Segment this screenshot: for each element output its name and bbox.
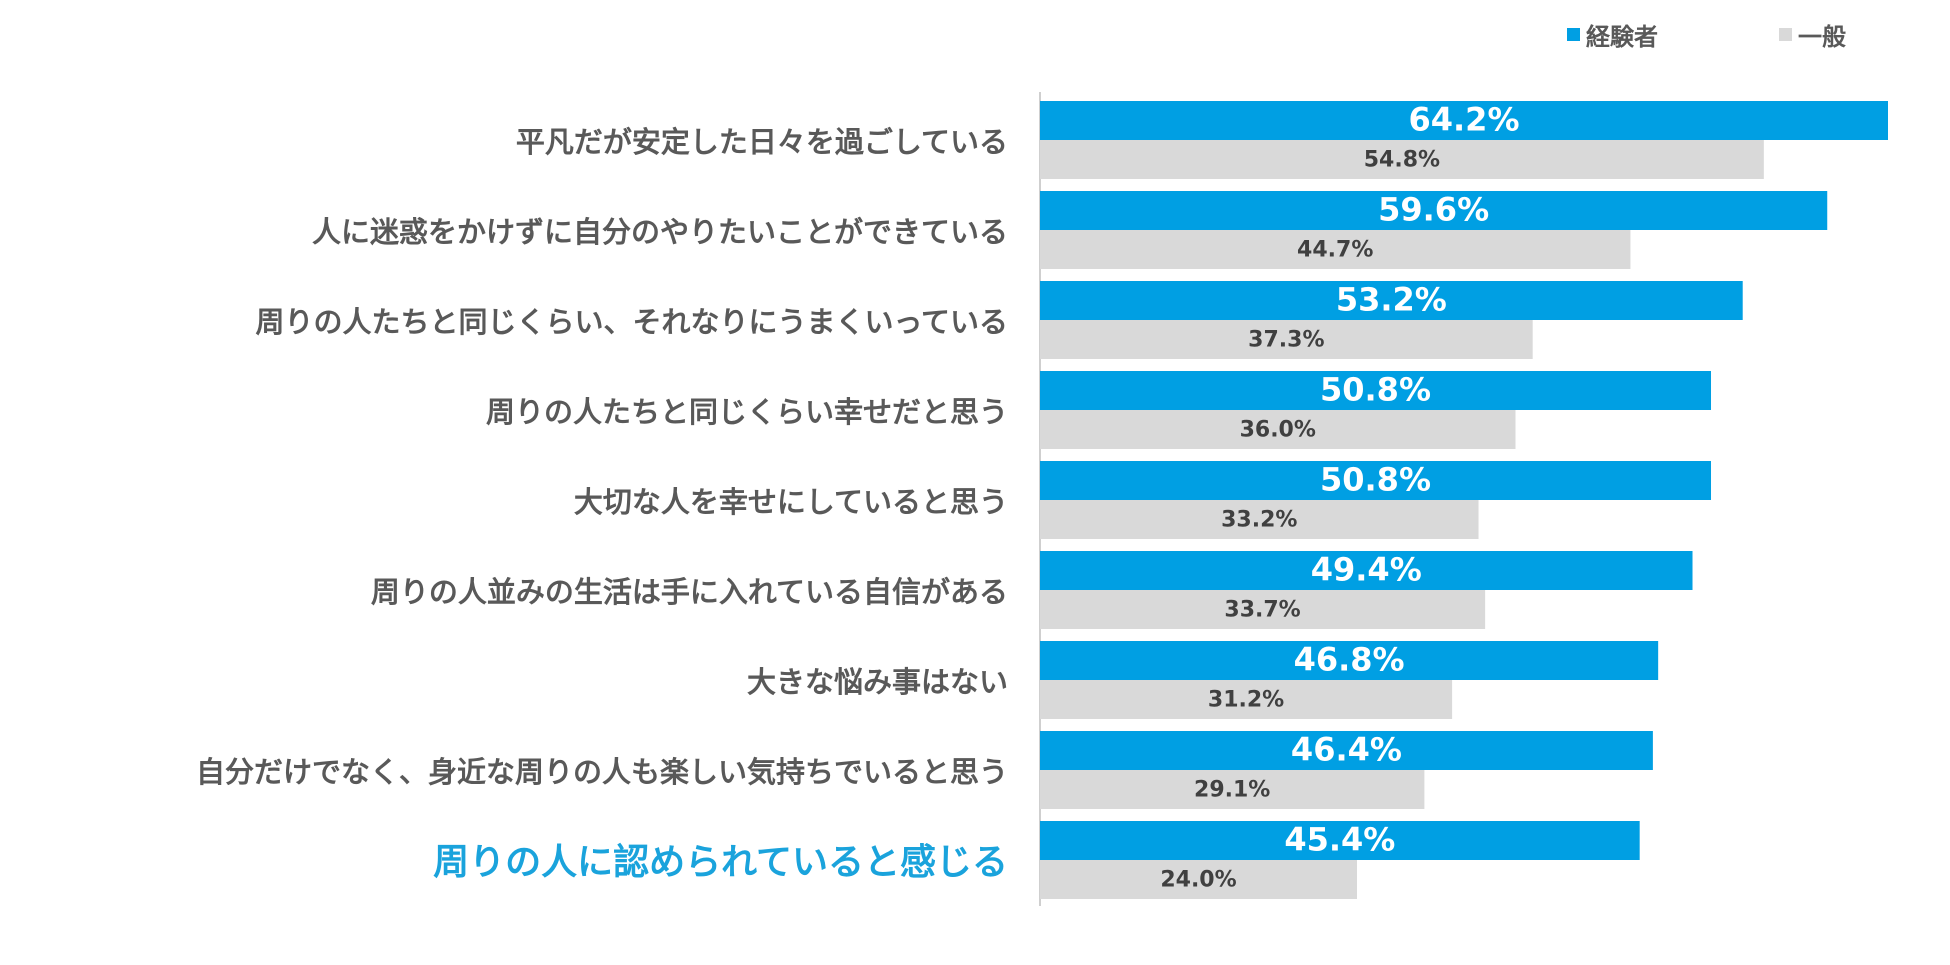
category-label: 平凡だが安定した日々を過ごしている <box>516 125 1008 159</box>
data-label-general: 44.7% <box>1297 238 1373 263</box>
data-label-experienced: 49.4% <box>1311 551 1422 589</box>
data-label-experienced: 50.8% <box>1320 461 1431 499</box>
data-label-experienced: 59.6% <box>1378 191 1489 229</box>
legend-general: 一般 <box>1779 16 1846 52</box>
legend-label-experienced: 経験者 <box>1586 22 1658 51</box>
bar-general <box>1040 320 1533 359</box>
bar-experienced <box>1040 731 1653 770</box>
data-label-general: 33.7% <box>1224 598 1300 623</box>
data-label-experienced: 46.8% <box>1294 641 1405 679</box>
bar-experienced <box>1040 821 1640 860</box>
bar-general <box>1040 500 1479 539</box>
category-label: 人に迷惑をかけずに自分のやりたいことができている <box>312 215 1008 249</box>
data-label-experienced: 46.4% <box>1291 731 1402 769</box>
category-label: 周りの人並みの生活は手に入れている自信がある <box>371 575 1008 609</box>
category-label: 大切な人を幸せにしていると思う <box>574 485 1008 519</box>
data-label-experienced: 50.8% <box>1320 371 1431 409</box>
bar-experienced <box>1040 101 1888 140</box>
bar-general <box>1040 770 1425 809</box>
legend-experienced: 経験者 <box>1567 16 1658 52</box>
category-label: 周りの人に認められていると感じる <box>433 842 1008 883</box>
data-label-experienced: 45.4% <box>1284 821 1395 859</box>
bar-experienced <box>1040 551 1693 590</box>
data-label-general: 29.1% <box>1194 778 1270 803</box>
data-label-general: 54.8% <box>1364 148 1440 173</box>
data-label-experienced: 53.2% <box>1336 281 1447 319</box>
legend-swatch-general <box>1779 27 1792 41</box>
data-label-experienced: 64.2% <box>1408 101 1519 139</box>
data-label-general: 31.2% <box>1208 688 1284 713</box>
bar-general <box>1040 230 1631 269</box>
bar-experienced <box>1040 281 1743 320</box>
category-label: 自分だけでなく、身近な周りの人も楽しい気持ちでいると思う <box>196 755 1008 789</box>
data-label-general: 37.3% <box>1248 328 1324 353</box>
bar-experienced <box>1040 461 1712 500</box>
category-label: 周りの人たちと同じくらい、それなりにうまくいっている <box>255 305 1008 339</box>
bar-general <box>1040 410 1516 449</box>
bar-general <box>1040 590 1486 629</box>
bar-experienced <box>1040 641 1659 680</box>
legend-label-general: 一般 <box>1798 22 1846 51</box>
bar-general <box>1040 680 1453 719</box>
bar-experienced <box>1040 191 1828 230</box>
bar-general <box>1040 140 1764 179</box>
category-label: 大きな悩み事はない <box>747 665 1008 699</box>
bar-general <box>1040 860 1358 899</box>
data-label-general: 36.0% <box>1240 418 1316 443</box>
legend-swatch-experienced <box>1567 27 1580 41</box>
data-label-general: 24.0% <box>1160 868 1236 893</box>
data-label-general: 33.2% <box>1221 508 1297 533</box>
bar-experienced <box>1040 371 1712 410</box>
category-label: 周りの人たちと同じくらい幸せだと思う <box>486 395 1008 429</box>
